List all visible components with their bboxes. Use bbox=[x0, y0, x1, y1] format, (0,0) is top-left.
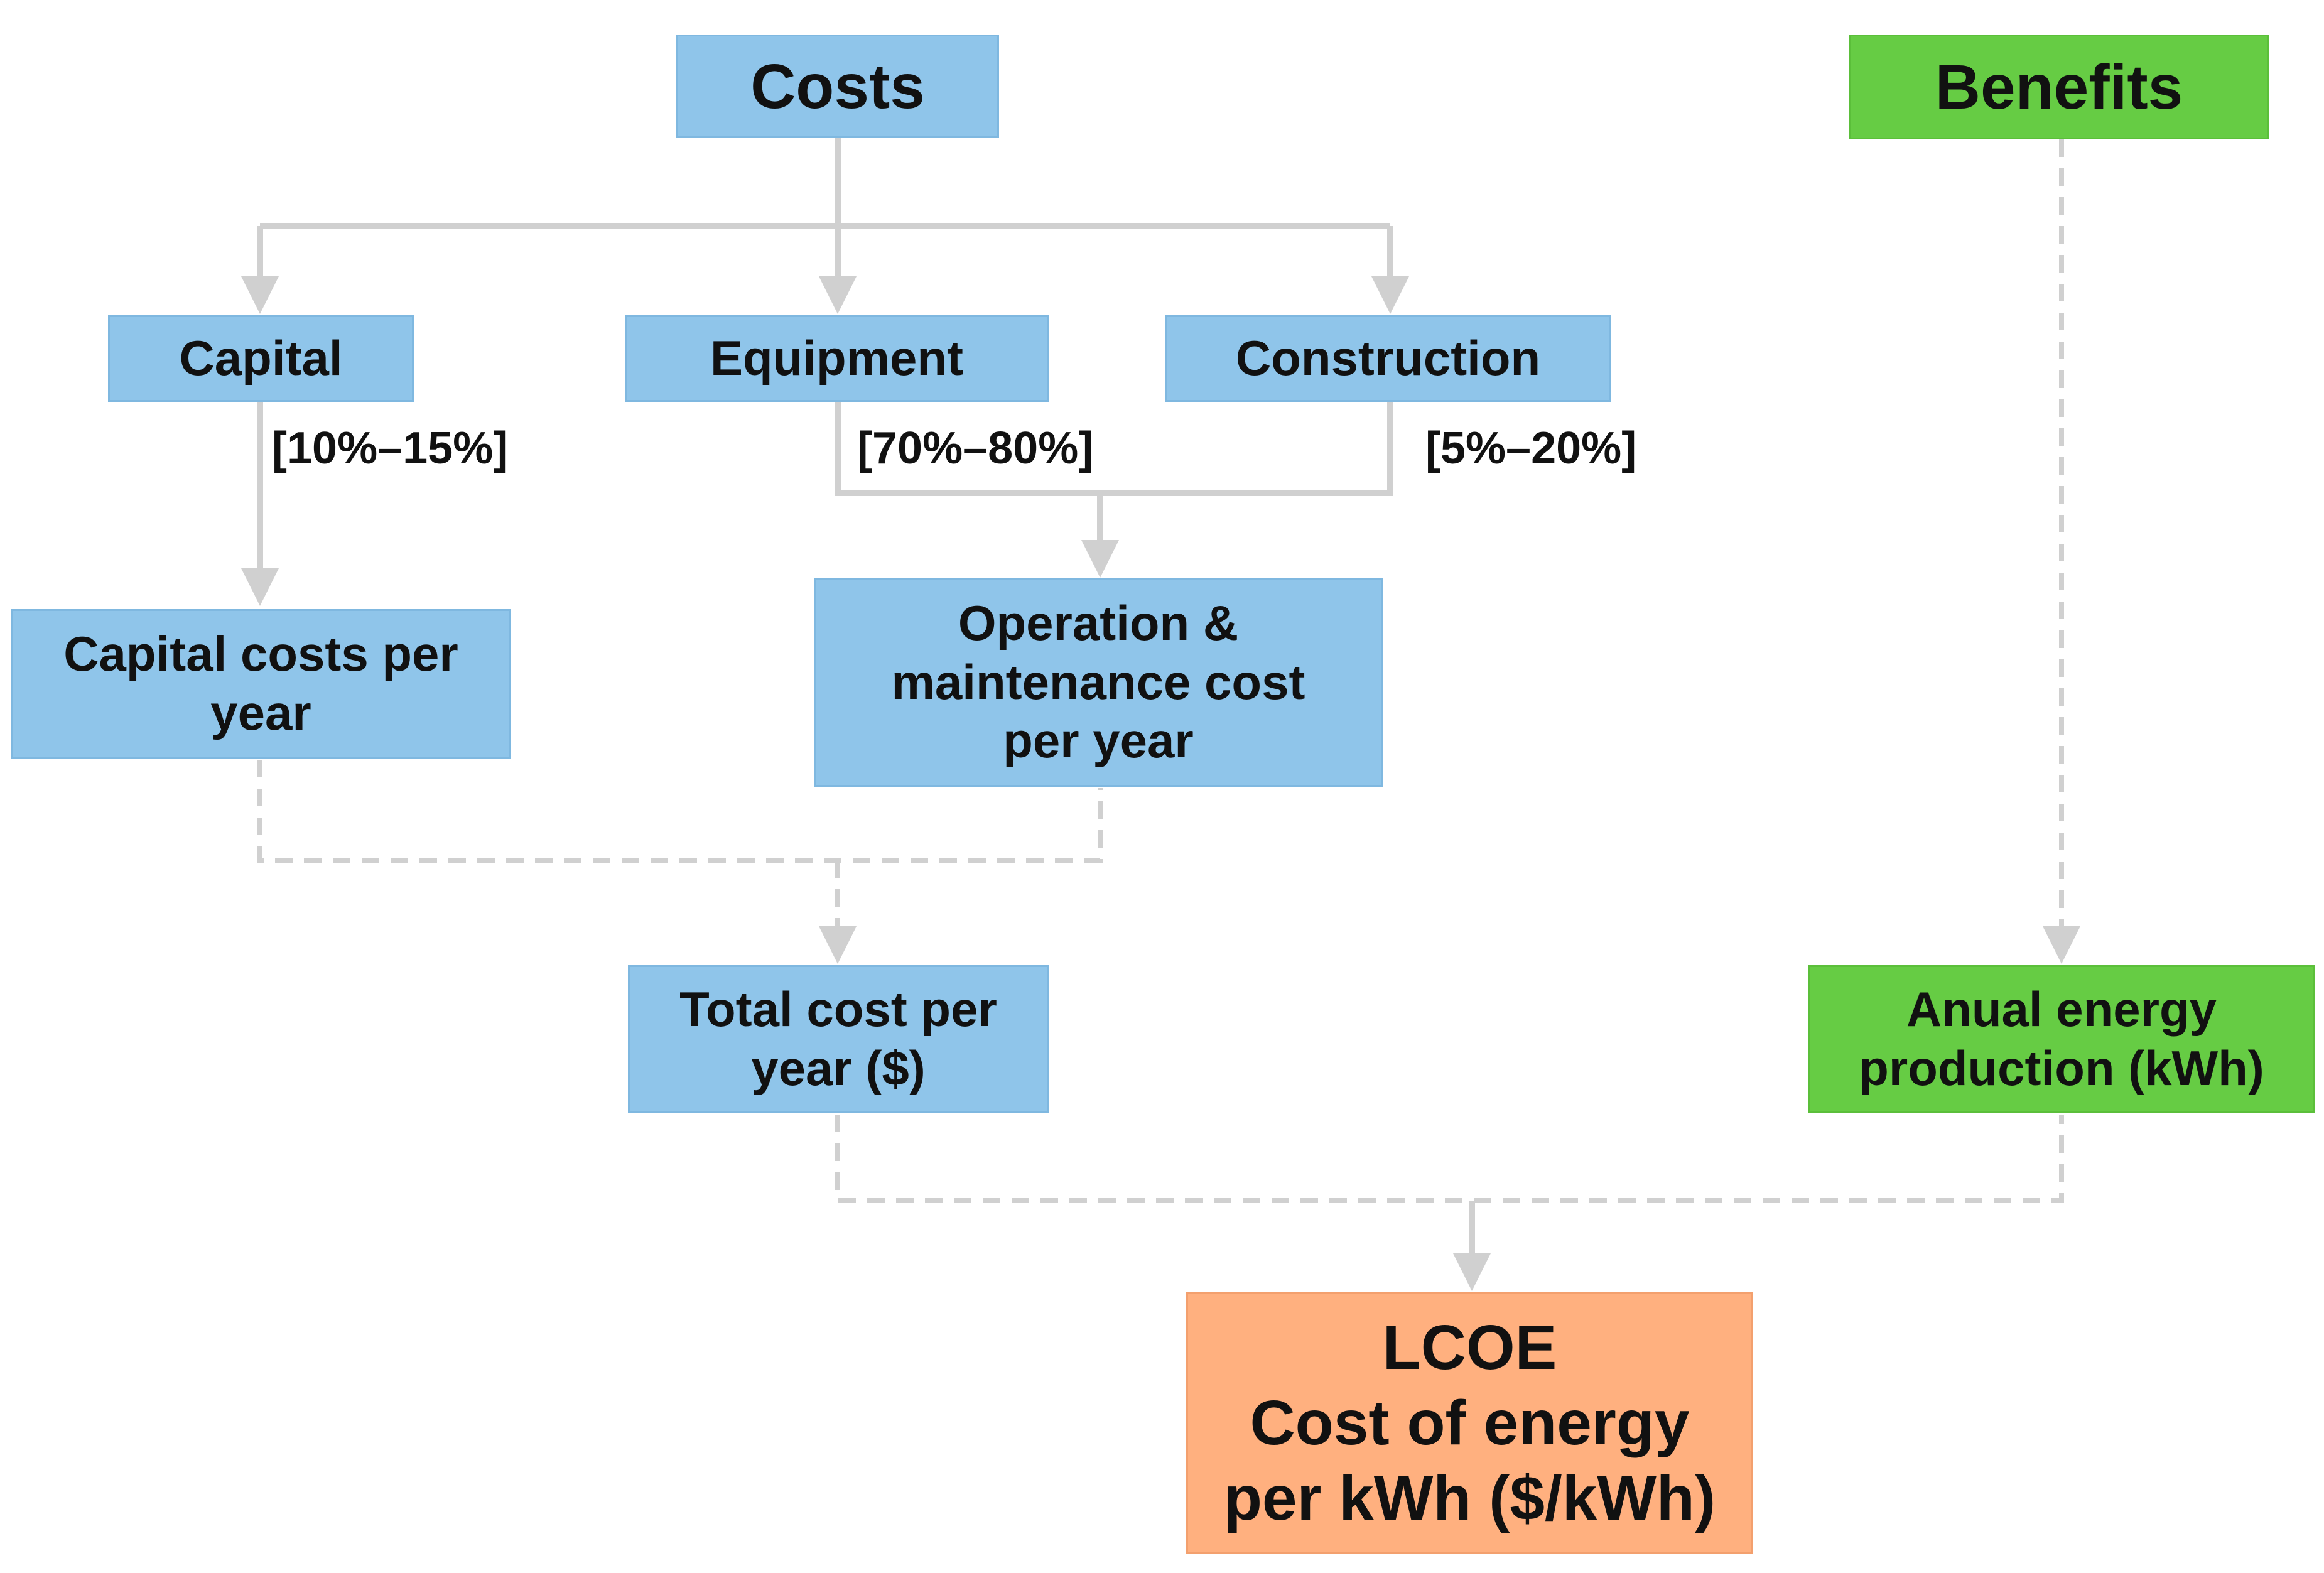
construction-share: [5%–20%] bbox=[1425, 423, 1637, 473]
costs-node: Costs bbox=[676, 35, 999, 138]
equipment-share: [70%–80%] bbox=[857, 423, 1094, 473]
capital-label: Capital bbox=[179, 330, 343, 386]
benefits-node: Benefits bbox=[1849, 35, 2269, 139]
total-cost-node: Total cost per year ($) bbox=[628, 965, 1049, 1113]
connector-to-total-cost bbox=[257, 760, 1103, 964]
operation-maintenance-node: Operation & maintenance cost per year bbox=[814, 578, 1383, 787]
benefits-label: Benefits bbox=[1935, 51, 2183, 122]
operation-maintenance-label: Operation & maintenance cost per year bbox=[891, 595, 1305, 769]
capital-node: Capital bbox=[108, 315, 414, 402]
connector-equipment-construction-to-om bbox=[835, 402, 1393, 578]
construction-label: Construction bbox=[1235, 330, 1541, 386]
lcoe-description: Cost of energy per kWh ($/kWh) bbox=[1223, 1388, 1716, 1533]
lcoe-title: LCOE bbox=[1382, 1312, 1557, 1383]
total-cost-label: Total cost per year ($) bbox=[679, 981, 997, 1096]
annual-energy-label: Anual energy production (kWh) bbox=[1859, 981, 2264, 1096]
costs-label: Costs bbox=[750, 51, 925, 122]
capital-costs-per-year-node: Capital costs per year bbox=[11, 609, 511, 759]
capital-costs-per-year-label: Capital costs per year bbox=[63, 626, 458, 740]
equipment-label: Equipment bbox=[710, 330, 963, 386]
connector-to-lcoe bbox=[835, 1115, 2064, 1291]
connector-capital-to-capital-costs bbox=[241, 402, 279, 606]
annual-energy-node: Anual energy production (kWh) bbox=[1808, 965, 2315, 1113]
equipment-node: Equipment bbox=[625, 315, 1049, 402]
lcoe-node: LCOE Cost of energy per kWh ($/kWh) bbox=[1186, 1292, 1753, 1554]
capital-share: [10%–15%] bbox=[272, 423, 509, 473]
connector-costs-branches bbox=[241, 138, 1409, 314]
construction-node: Construction bbox=[1165, 315, 1611, 402]
connector-benefits-to-energy bbox=[2043, 139, 2080, 964]
